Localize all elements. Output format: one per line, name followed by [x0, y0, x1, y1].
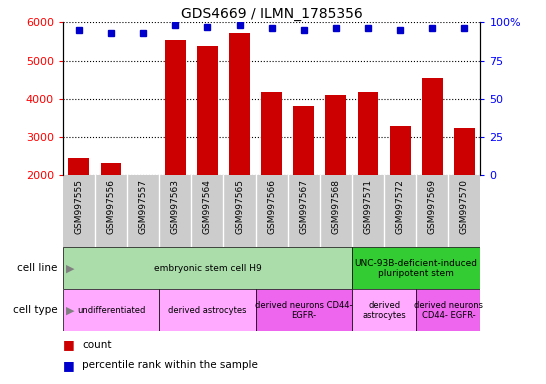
Text: GSM997566: GSM997566: [267, 179, 276, 234]
Bar: [454, 128, 475, 175]
Bar: [100, 163, 121, 175]
Bar: [229, 33, 250, 175]
Bar: [416, 289, 480, 331]
Text: GSM997570: GSM997570: [460, 179, 469, 234]
Text: GSM997568: GSM997568: [331, 179, 340, 234]
Text: derived astrocytes: derived astrocytes: [168, 306, 247, 315]
Text: ■: ■: [63, 359, 75, 372]
Text: GSM997564: GSM997564: [203, 179, 212, 234]
Text: GSM997557: GSM997557: [139, 179, 147, 234]
Text: cell type: cell type: [13, 305, 57, 315]
Text: cell line: cell line: [17, 263, 57, 273]
Text: GSM997556: GSM997556: [106, 179, 116, 234]
Text: undifferentiated: undifferentiated: [77, 306, 145, 315]
Bar: [422, 78, 443, 175]
Bar: [256, 289, 352, 331]
Bar: [165, 40, 186, 175]
Text: GSM997572: GSM997572: [396, 179, 405, 234]
Bar: [293, 106, 314, 175]
Text: GSM997571: GSM997571: [364, 179, 372, 234]
Text: ▶: ▶: [66, 263, 74, 273]
Title: GDS4669 / ILMN_1785356: GDS4669 / ILMN_1785356: [181, 7, 363, 21]
Bar: [159, 289, 256, 331]
Bar: [325, 95, 346, 175]
Text: embryonic stem cell H9: embryonic stem cell H9: [153, 264, 261, 273]
Text: GSM997569: GSM997569: [428, 179, 437, 234]
Text: GSM997563: GSM997563: [171, 179, 180, 234]
Text: derived
astrocytes: derived astrocytes: [362, 301, 406, 320]
Bar: [352, 289, 416, 331]
Text: GSM997555: GSM997555: [74, 179, 84, 234]
Text: count: count: [82, 340, 111, 350]
Bar: [390, 126, 411, 175]
Text: percentile rank within the sample: percentile rank within the sample: [82, 360, 258, 370]
Bar: [63, 247, 352, 289]
Bar: [63, 289, 159, 331]
Bar: [197, 46, 218, 175]
Bar: [352, 247, 480, 289]
Text: ▶: ▶: [66, 305, 74, 315]
Text: GSM997567: GSM997567: [299, 179, 308, 234]
Bar: [261, 92, 282, 175]
Text: derived neurons CD44-
EGFR-: derived neurons CD44- EGFR-: [255, 301, 353, 320]
Text: GSM997565: GSM997565: [235, 179, 244, 234]
Bar: [68, 158, 90, 175]
Bar: [358, 92, 378, 175]
Text: UNC-93B-deficient-induced
pluripotent stem: UNC-93B-deficient-induced pluripotent st…: [355, 258, 478, 278]
Text: ■: ■: [63, 338, 75, 351]
Text: derived neurons
CD44- EGFR-: derived neurons CD44- EGFR-: [414, 301, 483, 320]
